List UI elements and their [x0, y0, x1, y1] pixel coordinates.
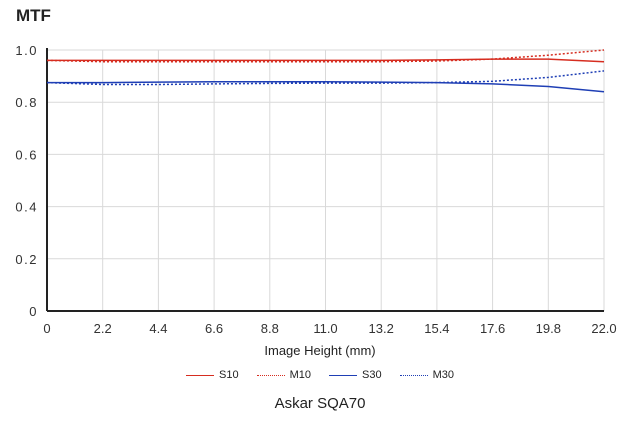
x-tick-label: 0 [43, 321, 50, 336]
legend-item-m10: M10 [256, 369, 311, 381]
x-axis-label: Image Height (mm) [264, 343, 376, 358]
legend-swatch [329, 374, 357, 376]
x-tick-label: 8.8 [261, 321, 279, 336]
legend-label: S30 [362, 369, 382, 381]
y-tick-label: 0.6 [15, 147, 38, 162]
legend-item-m30: M30 [399, 369, 454, 381]
legend: S10 M10 S30 M30 [0, 369, 640, 381]
x-tick-label: 6.6 [205, 321, 223, 336]
chart-caption: Askar SQA70 [274, 395, 366, 412]
series-line-m10 [46, 49, 605, 63]
legend-swatch [186, 374, 215, 376]
series-line-s10 [47, 58, 605, 63]
legend-item-s30: S30 [329, 369, 382, 381]
tick-labels: 0 2.2 4.4 6.6 8.8 11.0 13.2 15.4 17.6 19.8 22.0 0 0.… [15, 43, 616, 336]
legend-item-s10: S10 [186, 369, 239, 381]
legend-label: M10 [289, 369, 311, 381]
x-tick-label: 4.4 [149, 321, 167, 336]
x-tick-label: 22.0 [591, 321, 616, 336]
y-tick-label: 0.8 [15, 95, 38, 110]
series-line-m30 [46, 70, 605, 86]
axes [46, 48, 604, 312]
y-tick-label: 0.4 [15, 200, 38, 215]
legend-label: S10 [219, 369, 239, 381]
legend-swatch [399, 374, 428, 376]
x-tick-label: 11.0 [313, 321, 337, 336]
x-tick-label: 2.2 [94, 321, 112, 336]
x-tick-label: 19.8 [536, 321, 561, 336]
series-lines [46, 49, 605, 93]
legend-swatch [256, 374, 285, 376]
legend-label: M30 [432, 369, 454, 381]
x-tick-label: 13.2 [369, 321, 394, 336]
grid [47, 49, 605, 311]
y-tick-label: 0 [29, 304, 38, 319]
x-tick-label: 15.4 [424, 321, 449, 336]
y-tick-label: 0.2 [15, 252, 38, 267]
chart-title: MTF [16, 6, 51, 25]
y-tick-label: 1.0 [15, 43, 38, 58]
x-tick-label: 17.6 [480, 321, 505, 336]
series-line-s30 [47, 81, 605, 93]
